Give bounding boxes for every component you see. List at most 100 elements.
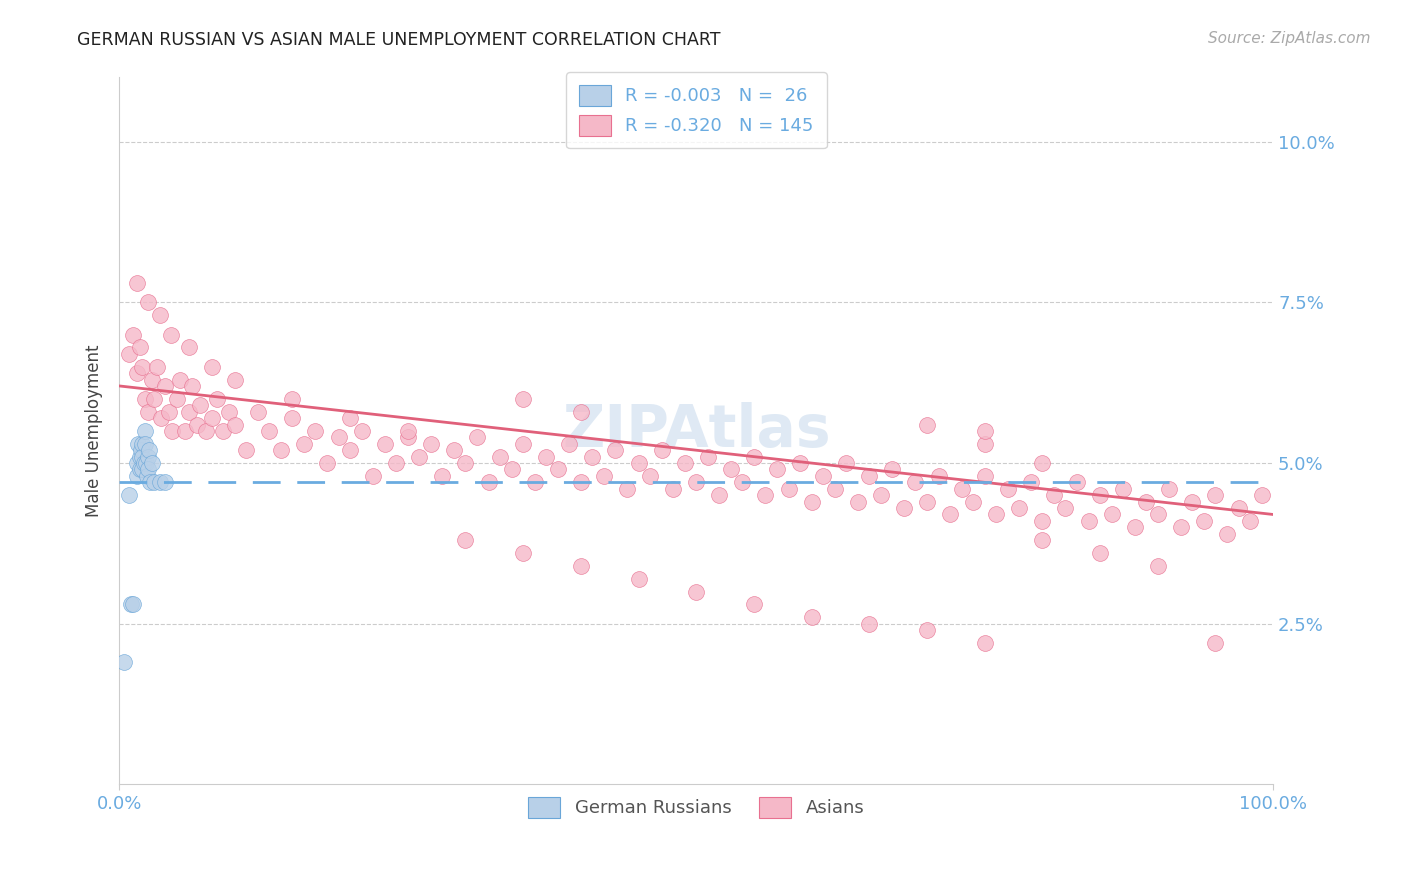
Point xyxy=(882,462,904,476)
Point xyxy=(1239,514,1261,528)
Point xyxy=(129,450,152,464)
Point xyxy=(824,482,846,496)
Point xyxy=(120,598,142,612)
Point xyxy=(754,488,776,502)
Point xyxy=(1031,533,1053,548)
Point xyxy=(800,494,823,508)
Point xyxy=(1054,501,1077,516)
Point xyxy=(218,404,240,418)
Point xyxy=(235,443,257,458)
Point xyxy=(685,584,707,599)
Point xyxy=(915,494,938,508)
Point xyxy=(131,359,153,374)
Point xyxy=(1216,526,1239,541)
Point xyxy=(627,572,650,586)
Point xyxy=(136,404,159,418)
Point xyxy=(651,443,673,458)
Point xyxy=(132,456,155,470)
Text: GERMAN RUSSIAN VS ASIAN MALE UNEMPLOYMENT CORRELATION CHART: GERMAN RUSSIAN VS ASIAN MALE UNEMPLOYMEN… xyxy=(77,31,721,49)
Point xyxy=(973,469,995,483)
Point xyxy=(292,437,315,451)
Point xyxy=(893,501,915,516)
Point xyxy=(742,598,765,612)
Point xyxy=(374,437,396,451)
Point xyxy=(339,411,361,425)
Point xyxy=(1088,488,1111,502)
Point xyxy=(997,482,1019,496)
Point xyxy=(1204,488,1226,502)
Point xyxy=(194,424,217,438)
Point xyxy=(1088,546,1111,560)
Point xyxy=(186,417,208,432)
Point xyxy=(281,411,304,425)
Point xyxy=(1181,494,1204,508)
Point xyxy=(177,340,200,354)
Point xyxy=(224,417,246,432)
Point xyxy=(117,488,139,502)
Point xyxy=(1043,488,1066,502)
Point xyxy=(419,437,441,451)
Point xyxy=(662,482,685,496)
Point xyxy=(174,424,197,438)
Point xyxy=(858,616,880,631)
Point xyxy=(569,558,592,573)
Point xyxy=(443,443,465,458)
Point xyxy=(1008,501,1031,516)
Point xyxy=(1077,514,1099,528)
Point xyxy=(534,450,557,464)
Point xyxy=(973,437,995,451)
Point xyxy=(131,462,153,476)
Point xyxy=(512,437,534,451)
Point xyxy=(558,437,581,451)
Point xyxy=(181,379,204,393)
Text: ZIPAtlas: ZIPAtlas xyxy=(562,402,831,459)
Point xyxy=(477,475,499,490)
Point xyxy=(986,508,1008,522)
Point xyxy=(122,327,145,342)
Point xyxy=(131,437,153,451)
Y-axis label: Male Unemployment: Male Unemployment xyxy=(86,344,103,517)
Point xyxy=(139,475,162,490)
Point xyxy=(581,450,603,464)
Point xyxy=(1159,482,1181,496)
Text: Source: ZipAtlas.com: Source: ZipAtlas.com xyxy=(1208,31,1371,46)
Point xyxy=(112,656,135,670)
Point xyxy=(696,450,718,464)
Legend: German Russians, Asians: German Russians, Asians xyxy=(520,789,872,825)
Point xyxy=(616,482,638,496)
Point xyxy=(136,450,159,464)
Point xyxy=(1101,508,1123,522)
Point xyxy=(800,610,823,624)
Point xyxy=(432,469,454,483)
Point xyxy=(928,469,950,483)
Point xyxy=(950,482,973,496)
Point xyxy=(685,475,707,490)
Point xyxy=(125,366,148,380)
Point xyxy=(361,469,384,483)
Point xyxy=(766,462,789,476)
Point xyxy=(858,469,880,483)
Point xyxy=(166,392,188,406)
Point xyxy=(915,417,938,432)
Point xyxy=(328,430,350,444)
Point xyxy=(200,411,222,425)
Point xyxy=(915,623,938,637)
Point xyxy=(512,392,534,406)
Point xyxy=(155,379,177,393)
Point xyxy=(1146,558,1168,573)
Point xyxy=(512,546,534,560)
Point xyxy=(316,456,339,470)
Point xyxy=(396,424,419,438)
Point xyxy=(136,295,159,310)
Point xyxy=(350,424,373,438)
Point xyxy=(134,437,156,451)
Point xyxy=(136,469,159,483)
Point xyxy=(339,443,361,458)
Point xyxy=(939,508,962,522)
Point xyxy=(1204,636,1226,650)
Point xyxy=(385,456,408,470)
Point xyxy=(569,475,592,490)
Point xyxy=(1135,494,1157,508)
Point xyxy=(720,462,742,476)
Point xyxy=(1066,475,1088,490)
